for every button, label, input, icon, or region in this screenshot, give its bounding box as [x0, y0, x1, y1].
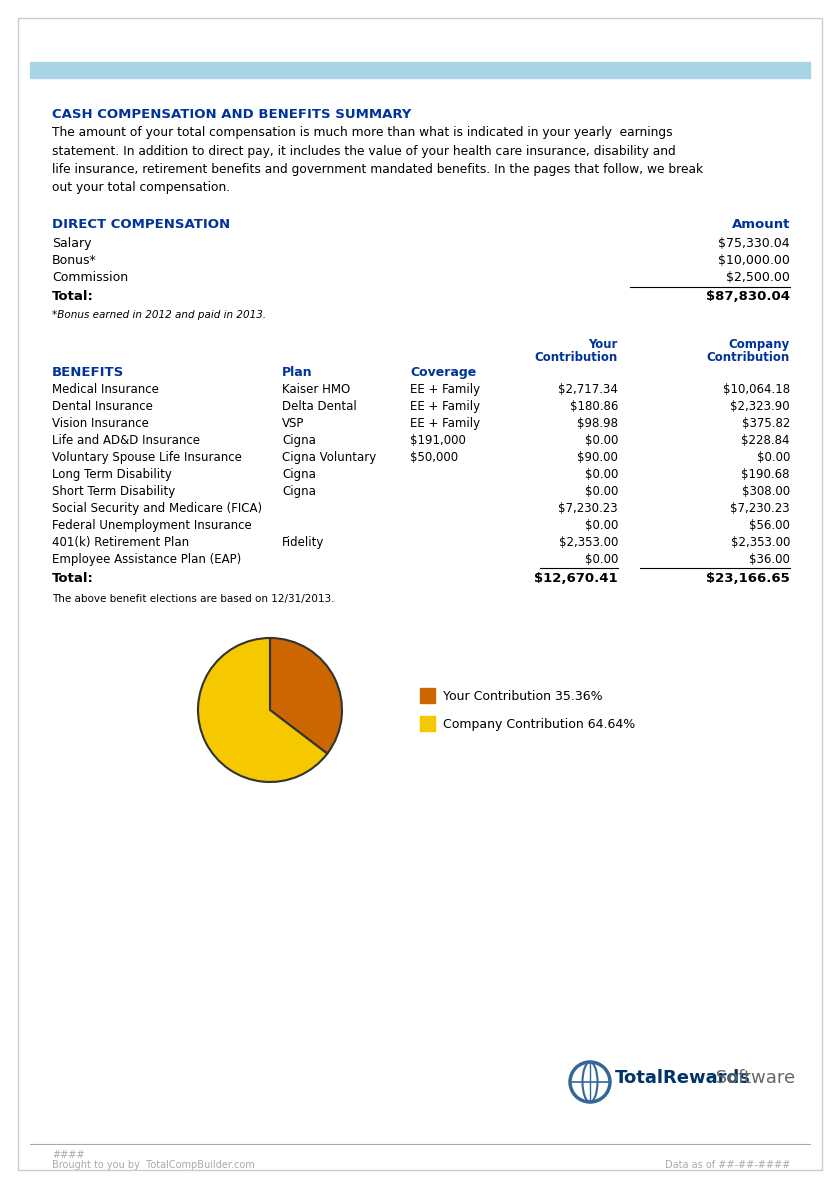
Text: Salary: Salary — [52, 236, 92, 249]
Text: $180.86: $180.86 — [570, 400, 618, 413]
Text: 401(k) Retirement Plan: 401(k) Retirement Plan — [52, 536, 189, 549]
Text: $75,330.04: $75,330.04 — [718, 236, 790, 249]
Text: Cigna: Cigna — [282, 468, 316, 481]
Text: BENEFITS: BENEFITS — [52, 366, 124, 379]
Text: EE + Family: EE + Family — [410, 400, 480, 413]
Text: CASH COMPENSATION AND BENEFITS SUMMARY: CASH COMPENSATION AND BENEFITS SUMMARY — [52, 108, 412, 121]
Text: $87,830.04: $87,830.04 — [706, 290, 790, 303]
Text: $2,500.00: $2,500.00 — [726, 271, 790, 284]
Text: Company: Company — [729, 339, 790, 350]
Text: $7,230.23: $7,230.23 — [559, 503, 618, 516]
Text: Delta Dental: Delta Dental — [282, 400, 357, 413]
Text: Voluntary Spouse Life Insurance: Voluntary Spouse Life Insurance — [52, 451, 242, 465]
Text: Cigna: Cigna — [282, 434, 316, 447]
Text: $228.84: $228.84 — [742, 434, 790, 447]
Text: EE + Family: EE + Family — [410, 417, 480, 430]
Text: The amount of your total compensation is much more than what is indicated in you: The amount of your total compensation is… — [52, 126, 703, 195]
Text: $2,717.34: $2,717.34 — [558, 383, 618, 396]
Text: Life and AD&D Insurance: Life and AD&D Insurance — [52, 434, 200, 447]
Text: Amount: Amount — [732, 219, 790, 230]
Text: Medical Insurance: Medical Insurance — [52, 383, 159, 396]
Text: Employee Assistance Plan (EAP): Employee Assistance Plan (EAP) — [52, 552, 241, 565]
Text: Contribution: Contribution — [706, 350, 790, 364]
Text: Cigna: Cigna — [282, 485, 316, 498]
Text: DIRECT COMPENSATION: DIRECT COMPENSATION — [52, 219, 230, 230]
Text: $7,230.23: $7,230.23 — [730, 503, 790, 516]
Text: $0.00: $0.00 — [757, 451, 790, 465]
Text: $98.98: $98.98 — [577, 417, 618, 430]
Text: $0.00: $0.00 — [585, 519, 618, 532]
Bar — [30, 62, 810, 78]
Text: VSP: VSP — [282, 417, 304, 430]
Text: Coverage: Coverage — [410, 366, 476, 379]
Text: Federal Unemployment Insurance: Federal Unemployment Insurance — [52, 519, 252, 532]
Text: Dental Insurance: Dental Insurance — [52, 400, 153, 413]
Text: Short Term Disability: Short Term Disability — [52, 485, 176, 498]
Text: ####: #### — [52, 1150, 85, 1159]
Text: $56.00: $56.00 — [749, 519, 790, 532]
Text: $12,670.41: $12,670.41 — [534, 571, 618, 584]
Text: $23,166.65: $23,166.65 — [706, 571, 790, 584]
Text: Contribution: Contribution — [535, 350, 618, 364]
Text: The above benefit elections are based on 12/31/2013.: The above benefit elections are based on… — [52, 594, 334, 604]
Text: $0.00: $0.00 — [585, 552, 618, 565]
Bar — [420, 688, 435, 703]
Text: Total:: Total: — [52, 571, 94, 584]
Text: $10,064.18: $10,064.18 — [723, 383, 790, 396]
Text: EE + Family: EE + Family — [410, 383, 480, 396]
Text: $191,000: $191,000 — [410, 434, 466, 447]
Text: $0.00: $0.00 — [585, 434, 618, 447]
Text: Company Contribution 64.64%: Company Contribution 64.64% — [443, 718, 635, 731]
Text: $2,323.90: $2,323.90 — [730, 400, 790, 413]
Text: Commission: Commission — [52, 271, 129, 284]
Bar — [420, 716, 435, 731]
Text: $10,000.00: $10,000.00 — [718, 254, 790, 267]
Text: $0.00: $0.00 — [585, 485, 618, 498]
Text: Brought to you by  TotalCompBuilder.com: Brought to you by TotalCompBuilder.com — [52, 1159, 255, 1170]
Text: Vision Insurance: Vision Insurance — [52, 417, 149, 430]
Text: Software: Software — [710, 1069, 795, 1087]
Text: Your: Your — [589, 339, 618, 350]
Text: $375.82: $375.82 — [742, 417, 790, 430]
Text: $50,000: $50,000 — [410, 451, 458, 465]
Wedge shape — [198, 638, 328, 782]
Text: Fidelity: Fidelity — [282, 536, 324, 549]
Wedge shape — [270, 638, 342, 753]
Text: Cigna Voluntary: Cigna Voluntary — [282, 451, 376, 465]
Text: $36.00: $36.00 — [749, 552, 790, 565]
Text: Long Term Disability: Long Term Disability — [52, 468, 172, 481]
Text: $308.00: $308.00 — [742, 485, 790, 498]
Text: $190.68: $190.68 — [742, 468, 790, 481]
Text: Plan: Plan — [282, 366, 312, 379]
Text: Data as of ##-##-####: Data as of ##-##-#### — [664, 1159, 790, 1170]
Text: $2,353.00: $2,353.00 — [559, 536, 618, 549]
FancyBboxPatch shape — [18, 18, 822, 1170]
Text: Bonus*: Bonus* — [52, 254, 97, 267]
Text: $2,353.00: $2,353.00 — [731, 536, 790, 549]
Text: TotalRewards: TotalRewards — [615, 1069, 751, 1087]
Text: Kaiser HMO: Kaiser HMO — [282, 383, 350, 396]
Text: Social Security and Medicare (FICA): Social Security and Medicare (FICA) — [52, 503, 262, 516]
Text: $0.00: $0.00 — [585, 468, 618, 481]
Text: Your Contribution 35.36%: Your Contribution 35.36% — [443, 690, 602, 703]
Text: $90.00: $90.00 — [577, 451, 618, 465]
Text: Total:: Total: — [52, 290, 94, 303]
Text: *Bonus earned in 2012 and paid in 2013.: *Bonus earned in 2012 and paid in 2013. — [52, 310, 266, 320]
